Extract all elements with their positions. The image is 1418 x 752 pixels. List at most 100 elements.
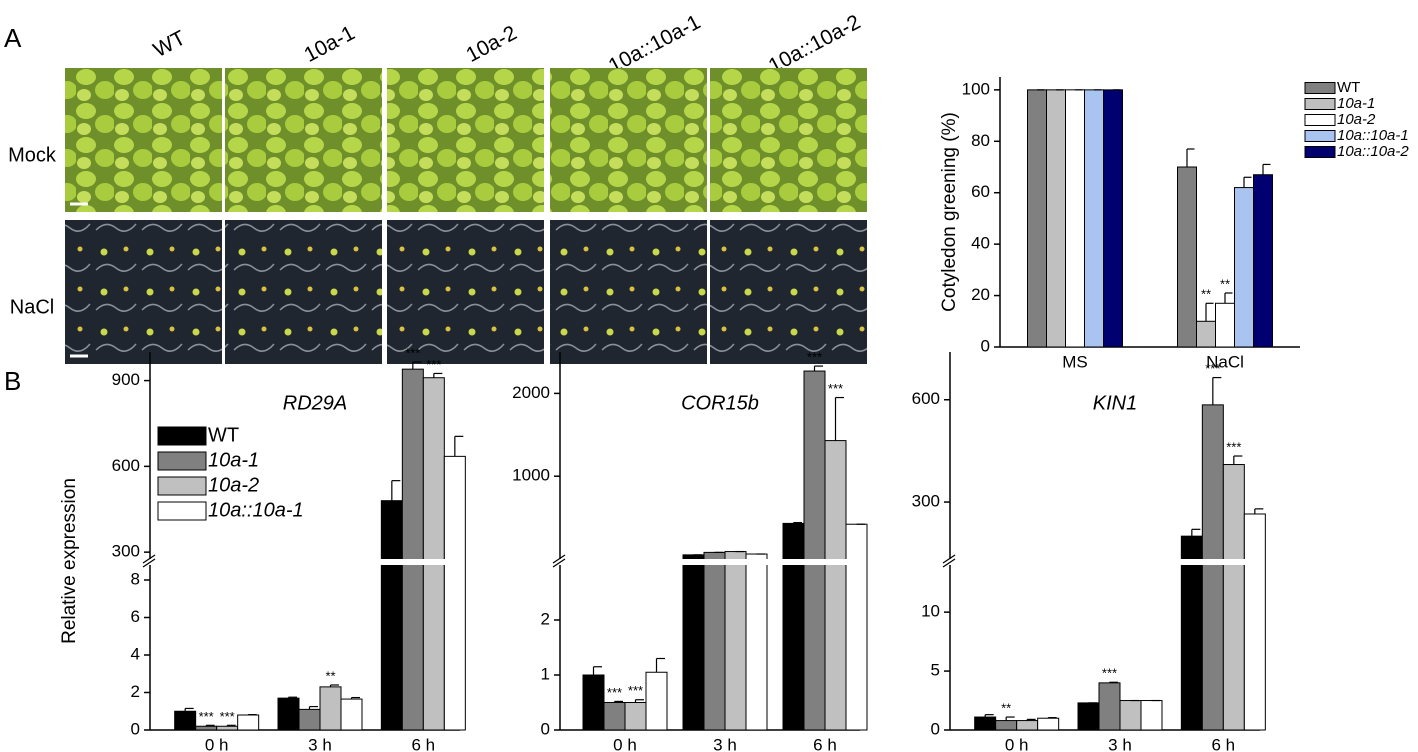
chart-title: RD29A <box>283 392 347 414</box>
bar <box>1065 89 1085 348</box>
bar <box>380 500 403 731</box>
x-tick-label: 0 h <box>613 735 637 752</box>
legend-label: 10a::10a-1 <box>208 499 304 521</box>
legend-swatch <box>1304 82 1336 94</box>
significance: *** <box>828 381 843 396</box>
bar <box>443 455 466 731</box>
legend-label: 10a::10a-2 <box>1337 143 1409 160</box>
y-tick-label: 2 <box>131 682 140 701</box>
bar <box>422 377 445 731</box>
significance: *** <box>426 357 441 372</box>
bar <box>1077 702 1100 731</box>
bar <box>1103 89 1123 348</box>
legend-swatch <box>157 426 207 446</box>
panel-label: A <box>4 23 22 53</box>
bar <box>1140 700 1163 731</box>
y-axis-label: Relative expression <box>59 478 80 644</box>
break-mark <box>942 554 956 564</box>
legend-label: 10a::10a-1 <box>1337 127 1409 144</box>
break-mark <box>142 558 156 568</box>
x-tick-label: 0 h <box>205 735 229 752</box>
y-tick-label: 0 <box>981 336 990 355</box>
photo-column-label: 10a-2 <box>462 21 520 67</box>
y-tick-label: 100 <box>962 79 990 98</box>
y-tick-label: 40 <box>971 234 990 253</box>
axis-break <box>142 559 460 565</box>
bar <box>1234 187 1254 348</box>
bar <box>298 708 321 731</box>
bar <box>1180 535 1203 731</box>
bar <box>195 725 218 731</box>
seedling-photo <box>387 220 544 364</box>
bar <box>995 720 1018 731</box>
photo-column-label: 10a::10a-2 <box>765 10 864 77</box>
y-tick-label: 0 <box>541 719 550 738</box>
x-tick-label: 3 h <box>308 735 332 752</box>
y-tick-label: 300 <box>912 492 940 511</box>
chart-title: COR15b <box>681 392 759 414</box>
bar <box>803 370 826 731</box>
x-tick-label: MS <box>1062 352 1088 371</box>
bar <box>782 522 805 731</box>
y-tick-label: 4 <box>131 644 140 663</box>
y-tick-label: 900 <box>112 370 140 389</box>
significance: *** <box>628 683 643 698</box>
y-axis-label: Cotyledon greening (%) <box>939 112 960 312</box>
legend-label: 10a-2 <box>1337 111 1376 128</box>
bar <box>1119 700 1142 731</box>
photo-row-label: NaCl <box>10 296 54 318</box>
significance: *** <box>607 685 622 700</box>
seedling-photo <box>387 68 544 212</box>
legend-label: 10a-1 <box>208 449 259 471</box>
seedling-photo <box>65 220 222 364</box>
bar <box>319 686 342 731</box>
x-tick-label: 3 h <box>713 735 737 752</box>
bar <box>340 698 363 731</box>
y-tick-label: 6 <box>131 607 140 626</box>
y-tick-label: 5 <box>931 661 940 680</box>
legend-swatch <box>157 476 207 496</box>
legend-swatch <box>157 451 207 471</box>
bar <box>645 671 668 731</box>
y-tick-label: 1000 <box>512 466 550 485</box>
y-tick-label: 2000 <box>512 383 550 402</box>
significance: ** <box>1220 276 1230 291</box>
axis-break <box>552 559 860 565</box>
significance: *** <box>1205 361 1220 376</box>
bar <box>974 716 997 731</box>
photo-column-label: 10a-1 <box>300 21 358 67</box>
bar <box>1222 464 1245 731</box>
y-tick-label: 600 <box>112 456 140 475</box>
bar <box>724 551 747 731</box>
legend-swatch <box>1304 98 1336 110</box>
seedling-photo <box>550 68 707 212</box>
y-tick-label: 8 <box>131 569 140 588</box>
x-tick-label: 0 h <box>1005 735 1029 752</box>
bar <box>1243 513 1266 731</box>
bar <box>624 702 647 731</box>
bar <box>1201 404 1224 731</box>
seedling-photo <box>65 68 222 212</box>
significance: ** <box>1001 700 1011 715</box>
y-tick-label: 0 <box>931 719 940 738</box>
bar <box>1027 89 1047 348</box>
bar <box>824 440 847 731</box>
photo-column-label: WT <box>150 26 190 62</box>
seedling-photo <box>710 68 867 212</box>
chart-title: KIN1 <box>1093 392 1137 414</box>
bar <box>1046 89 1066 348</box>
x-tick-label: 6 h <box>1212 735 1236 752</box>
seedling-photo <box>710 220 867 364</box>
significance: *** <box>405 345 420 360</box>
seedling-photo <box>225 220 382 364</box>
bar <box>703 551 726 731</box>
panel-label: B <box>4 366 21 396</box>
bar <box>401 368 424 731</box>
bar <box>1177 166 1197 348</box>
legend-swatch <box>1304 130 1336 142</box>
bar <box>1084 89 1104 348</box>
bar <box>682 554 705 731</box>
bar <box>1016 720 1039 731</box>
y-tick-label: 20 <box>971 285 990 304</box>
